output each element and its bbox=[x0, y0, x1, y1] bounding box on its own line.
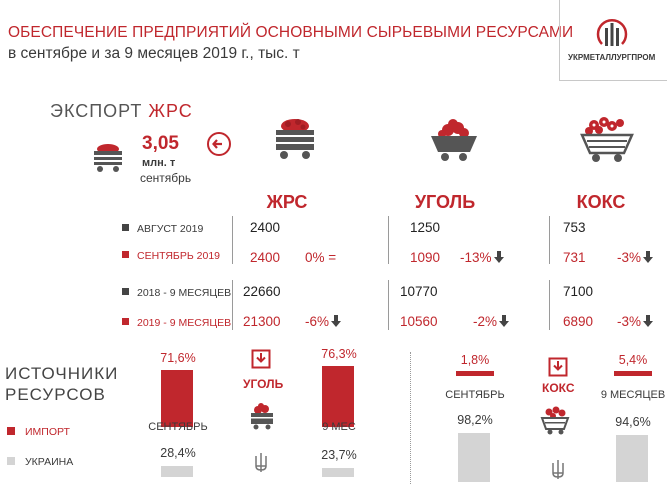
ukraine-trident-icon bbox=[255, 453, 267, 472]
cell-ore-2018: 22660 bbox=[243, 284, 281, 299]
row-label-sep-2019: СЕНТЯБРЬ 2019 bbox=[122, 250, 220, 262]
data-label-import: 76,3% bbox=[321, 346, 357, 361]
section-divider bbox=[410, 352, 411, 484]
ukraine-trident-icon bbox=[552, 460, 564, 479]
coke-subtitle: КОКС bbox=[542, 381, 575, 395]
data-label-ukraine: 98,2% bbox=[457, 412, 493, 427]
cell-coke-2019-change: -3% bbox=[617, 314, 654, 329]
page-subtitle: в сентябре и за 9 месяцев 2019 г., тыс. … bbox=[8, 45, 300, 62]
column-header-ore: ЖРС bbox=[266, 192, 308, 212]
data-label-ukraine: 23,7% bbox=[321, 447, 357, 462]
logo-icon bbox=[596, 18, 628, 46]
cell-ore-aug: 2400 bbox=[250, 220, 281, 235]
export-period: сентябрь bbox=[140, 171, 192, 185]
divider bbox=[388, 216, 389, 264]
category-label: СЕНТЯБРЬ bbox=[445, 389, 505, 401]
cell-ore-sep: 2400 bbox=[250, 250, 281, 265]
coal-subtitle: УГОЛЬ bbox=[243, 377, 284, 391]
download-icon bbox=[251, 349, 271, 369]
bar-import bbox=[614, 371, 652, 376]
row-label-2018-9m: 2018 - 9 МЕСЯЦЕВ bbox=[122, 287, 231, 299]
logo-text: УКРМЕТАЛЛУРГПРОМ bbox=[568, 53, 656, 62]
cell-coal-2019-change: -2% bbox=[473, 314, 510, 329]
download-icon bbox=[548, 357, 568, 377]
data-label-ukraine: 94,6% bbox=[615, 414, 651, 429]
arrow-down-icon bbox=[643, 251, 654, 263]
page-title: ОБЕСПЕЧЕНИЕ ПРЕДПРИЯТИЙ ОСНОВНЫМИ СЫРЬЕВ… bbox=[8, 24, 574, 41]
row-label-2019-9m: 2019 - 9 МЕСЯЦЕВ bbox=[122, 317, 231, 329]
cell-coal-aug: 1250 bbox=[410, 220, 441, 235]
divider bbox=[549, 216, 550, 264]
bar-import bbox=[456, 371, 494, 376]
export-title: ЭКСПОРТ ЖРС bbox=[50, 101, 193, 121]
ore-wagon-icon bbox=[276, 119, 314, 159]
sources-title: ИСТОЧНИКИ РЕСУРСОВ bbox=[5, 364, 119, 404]
arrow-down-icon bbox=[331, 315, 342, 327]
ore-cart-icon bbox=[94, 144, 122, 172]
cell-coke-sep: 731 bbox=[563, 250, 586, 265]
cell-ore-2019: 21300 bbox=[243, 314, 281, 329]
data-label-import: 71,6% bbox=[160, 350, 196, 365]
bar-ukraine bbox=[322, 467, 354, 477]
divider bbox=[232, 216, 233, 264]
legend-import: ИМПОРТ bbox=[7, 426, 70, 438]
export-unit: млн. т bbox=[142, 157, 176, 169]
cell-coke-2018: 7100 bbox=[563, 284, 594, 299]
coke-cart-icon bbox=[580, 117, 634, 162]
bar-ukraine bbox=[161, 465, 193, 477]
category-label: 9 МЕСЯЦЕВ bbox=[600, 389, 666, 401]
bar-import bbox=[322, 365, 354, 427]
arrow-left-circle-icon bbox=[207, 132, 231, 156]
column-header-coke: КОКС bbox=[576, 192, 626, 212]
category-label: 9 МЕС bbox=[322, 421, 356, 433]
column-header-coal: УГОЛЬ bbox=[414, 192, 476, 212]
cell-ore-sep-change: 0% = bbox=[305, 250, 337, 265]
bar-import bbox=[161, 369, 193, 427]
cell-coal-sep-change: -13% bbox=[460, 250, 504, 265]
arrow-down-icon bbox=[643, 315, 654, 327]
cell-ore-2019-change: -6% bbox=[305, 314, 342, 329]
cell-coke-2019: 6890 bbox=[563, 314, 594, 329]
coke-cart-small-icon bbox=[540, 406, 570, 435]
ore-cart-small-icon bbox=[251, 403, 273, 430]
category-label: СЕНТЯБРЬ bbox=[148, 421, 208, 433]
bar-ukraine bbox=[616, 434, 648, 482]
cell-coal-sep: 1090 bbox=[410, 250, 441, 265]
legend-ukraine: УКРАИНА bbox=[7, 456, 73, 468]
data-label-ukraine: 28,4% bbox=[160, 445, 196, 460]
cell-coal-2018: 10770 bbox=[400, 284, 438, 299]
divider bbox=[232, 280, 233, 330]
bar-ukraine bbox=[458, 432, 490, 482]
divider bbox=[549, 280, 550, 330]
export-value: 3,05 bbox=[142, 133, 179, 154]
divider bbox=[388, 280, 389, 330]
data-label-import: 1,8% bbox=[460, 353, 490, 367]
cell-coal-2019: 10560 bbox=[400, 314, 438, 329]
data-label-import: 5,4% bbox=[618, 353, 648, 367]
cell-coke-aug: 753 bbox=[563, 220, 586, 235]
cell-coke-sep-change: -3% bbox=[617, 250, 654, 265]
logo-container bbox=[559, 0, 667, 81]
arrow-down-icon bbox=[499, 315, 510, 327]
arrow-down-icon bbox=[493, 251, 504, 263]
coal-cart-icon bbox=[431, 119, 477, 161]
row-label-aug-2019: АВГУСТ 2019 bbox=[122, 223, 203, 235]
